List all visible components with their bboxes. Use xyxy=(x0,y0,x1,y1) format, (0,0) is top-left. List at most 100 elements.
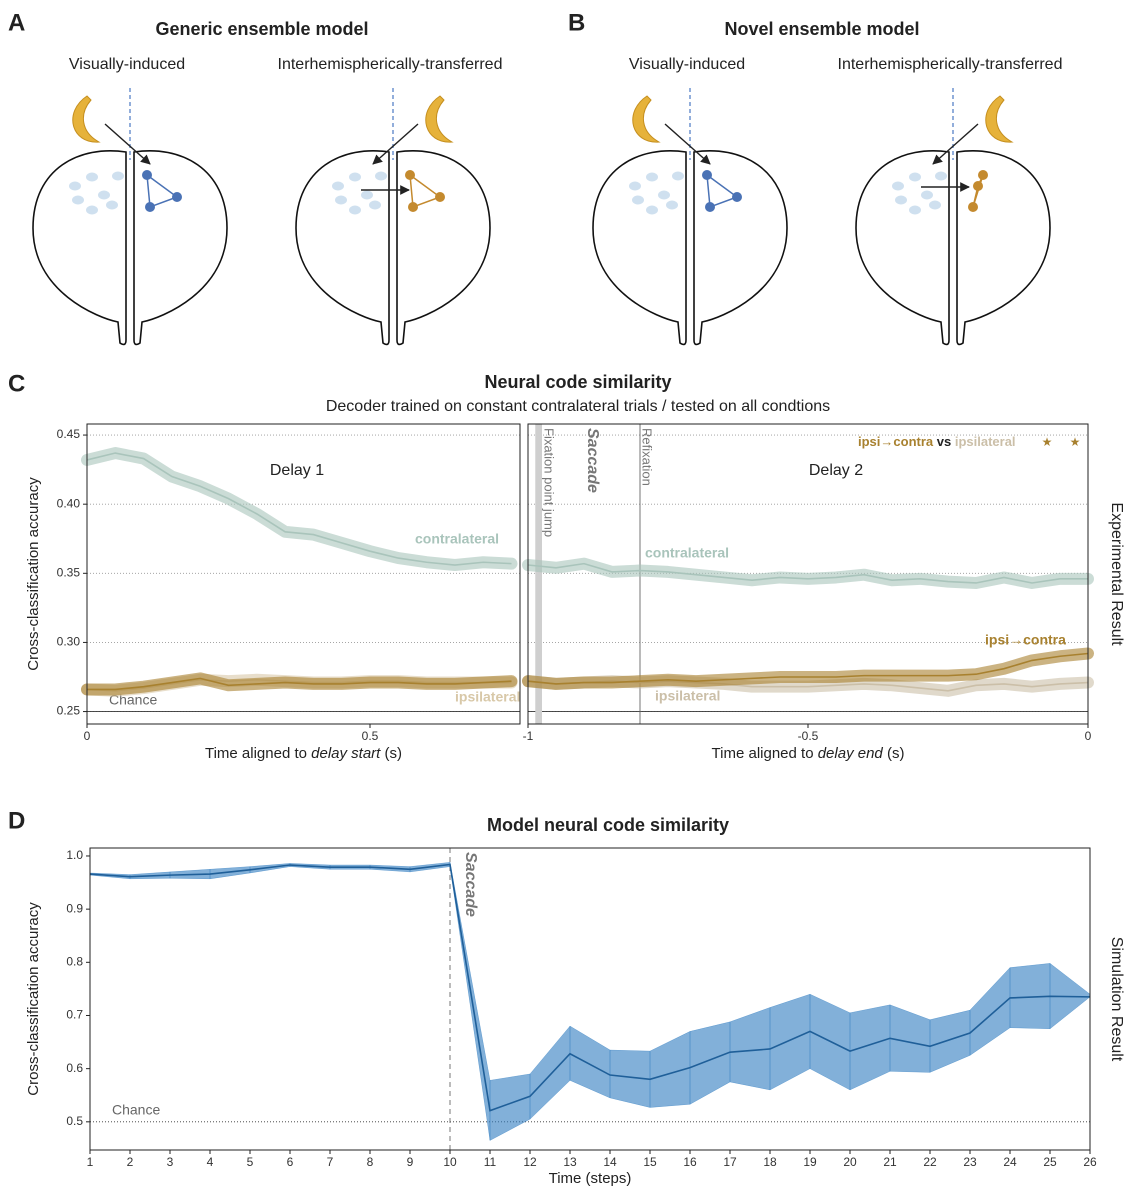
network-edge xyxy=(706,173,739,209)
y-tick-label: 0.8 xyxy=(66,954,83,968)
arrow xyxy=(104,123,151,165)
y-tick-label: 0.25 xyxy=(57,704,81,718)
cell-blob xyxy=(349,205,361,215)
condition-label: Interhemispherically-transferred xyxy=(278,56,503,73)
x-tick-label: 20 xyxy=(843,1155,857,1169)
x-axis-label: Time aligned to delay start (s) xyxy=(205,745,402,762)
plot-frame xyxy=(527,423,1089,725)
cell-blob xyxy=(369,200,381,210)
x-tick-label: 19 xyxy=(803,1155,817,1169)
cell-blob xyxy=(935,171,947,181)
panel-title: Novel ensemble model xyxy=(724,19,919,39)
event-label: Fixation point jump xyxy=(542,428,557,537)
cell-blob xyxy=(921,190,933,200)
mean-line xyxy=(89,863,1091,1112)
hemisphere xyxy=(855,150,950,346)
plot-frame xyxy=(86,423,521,725)
cell-blob xyxy=(72,195,84,205)
legend-vs: vs xyxy=(937,434,951,449)
chance-label: Chance xyxy=(112,1102,160,1118)
series-line xyxy=(86,452,512,566)
x-tick-label: 6 xyxy=(287,1155,294,1169)
chart-subtitle: Decoder trained on constant contralatera… xyxy=(326,398,830,415)
x-tick-label: 0 xyxy=(1085,729,1092,743)
significance-legend: ipsi→contra vs ipsilateral xyxy=(858,434,1016,449)
x-axis-label-part: delay end xyxy=(818,745,884,762)
error-band xyxy=(969,966,1011,1056)
error-band xyxy=(929,1009,971,1073)
cell-blob xyxy=(909,172,921,182)
arrow xyxy=(664,123,711,165)
x-tick-label: 0.5 xyxy=(362,729,379,743)
panel-letter: C xyxy=(8,370,25,397)
network-node xyxy=(702,170,712,180)
banana xyxy=(985,95,1014,143)
x-tick-label: 17 xyxy=(723,1155,737,1169)
error-band xyxy=(569,1025,611,1099)
x-tick-label: 0 xyxy=(84,729,91,743)
cell-blob xyxy=(646,205,658,215)
condition-label: Visually-induced xyxy=(69,56,185,73)
y-tick-label: 0.5 xyxy=(66,1114,83,1128)
x-axis-label-part: Time (steps) xyxy=(549,1170,632,1187)
cell-blob xyxy=(929,200,941,210)
saccade-label: Saccade xyxy=(584,428,601,493)
x-tick-label: 8 xyxy=(367,1155,374,1169)
event-band xyxy=(535,424,542,724)
x-axis-label-part: (s) xyxy=(887,745,905,762)
y-tick-label: 0.35 xyxy=(57,565,81,579)
hemisphere xyxy=(32,150,127,346)
x-tick-label: 18 xyxy=(763,1155,777,1169)
x-tick-label: 7 xyxy=(327,1155,334,1169)
cell-blob xyxy=(632,195,644,205)
cell-blob xyxy=(86,205,98,215)
network-node xyxy=(172,192,182,202)
x-tick-label: 14 xyxy=(603,1155,617,1169)
x-axis-label-part: Time aligned to xyxy=(205,745,307,762)
hemisphere xyxy=(956,150,1051,346)
x-tick-label: 4 xyxy=(207,1155,214,1169)
cell-blob xyxy=(909,205,921,215)
x-tick-label: 10 xyxy=(443,1155,457,1169)
panel-letter: B xyxy=(568,9,585,36)
series-label: ipsilateral xyxy=(455,689,520,705)
x-axis-label-part: (s) xyxy=(385,745,403,762)
series-line xyxy=(527,562,1088,584)
chart-title: Neural code similarity xyxy=(484,372,671,392)
network-edge xyxy=(146,173,179,209)
banana xyxy=(72,95,101,143)
error-band xyxy=(489,1073,531,1141)
y-axis-label: Cross-classification accuracy xyxy=(25,477,42,671)
x-tick-label: 2 xyxy=(127,1155,134,1169)
condition-label: Visually-induced xyxy=(629,56,745,73)
x-tick-label: 16 xyxy=(683,1155,697,1169)
arrow xyxy=(932,123,979,165)
y-axis-label: Cross-classification accuracy xyxy=(25,902,42,1096)
x-tick-label: 9 xyxy=(407,1155,414,1169)
cell-blob xyxy=(349,172,361,182)
plot-frame xyxy=(89,847,1091,1151)
error-band xyxy=(529,1025,571,1120)
side-label: Simulation Result xyxy=(1108,937,1125,1062)
network-node xyxy=(408,202,418,212)
y-tick-label: 1.0 xyxy=(66,848,83,862)
x-axis-label: Time (steps) xyxy=(549,1170,632,1187)
saccade-label: Saccade xyxy=(462,852,479,917)
cell-blob xyxy=(629,181,641,191)
condition-label: Interhemispherically-transferred xyxy=(838,56,1063,73)
series-label: ipsilateral xyxy=(655,688,720,704)
series-band xyxy=(522,557,1094,589)
chart-title: Model neural code similarity xyxy=(487,815,729,835)
x-tick-label: 1 xyxy=(87,1155,94,1169)
event-label: Refixation xyxy=(640,428,655,486)
x-tick-label: 5 xyxy=(247,1155,254,1169)
error-band xyxy=(689,1021,731,1105)
legend-series: ipsi→contra xyxy=(858,434,934,449)
cell-blob xyxy=(672,171,684,181)
x-tick-label: -1 xyxy=(523,729,534,743)
x-tick-label: 26 xyxy=(1083,1155,1097,1169)
series-line xyxy=(87,677,512,691)
delay-label: Delay 2 xyxy=(809,462,863,479)
x-tick-label: 25 xyxy=(1043,1155,1057,1169)
